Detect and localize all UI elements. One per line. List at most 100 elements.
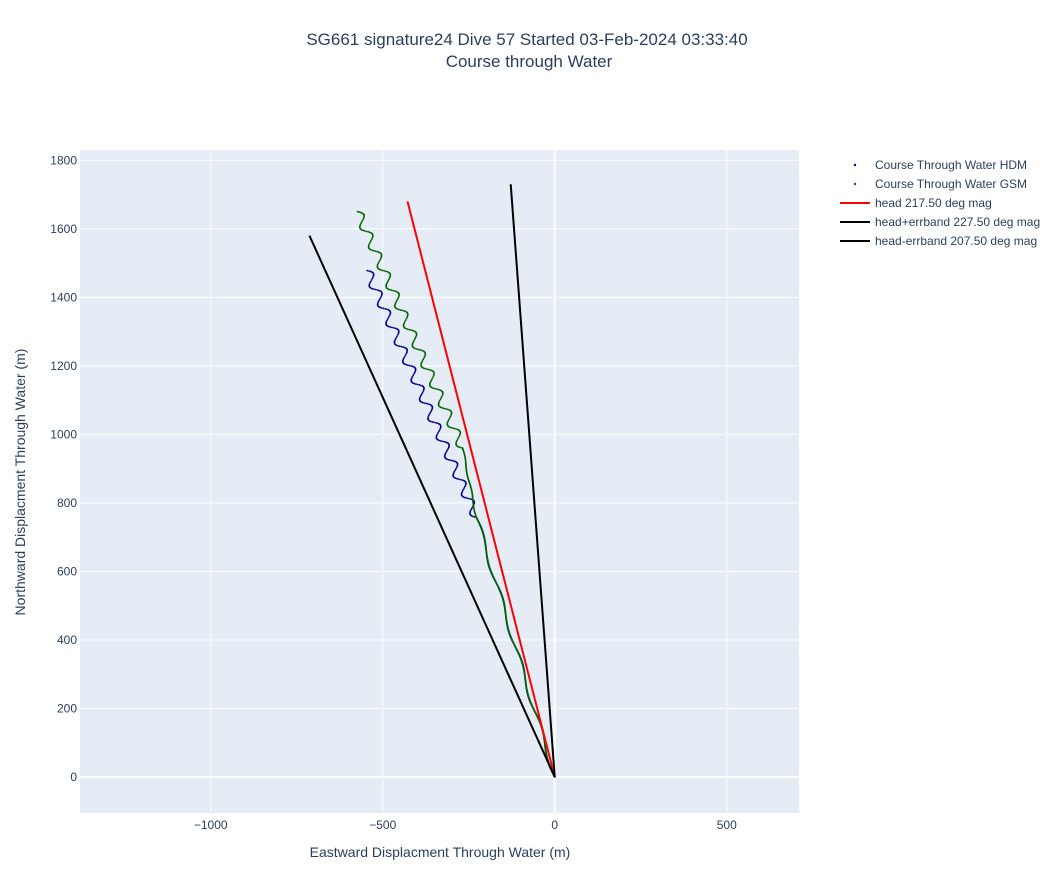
data-point: [383, 269, 386, 272]
series-layer: [308, 184, 556, 778]
legend-item[interactable]: Course Through Water GSM: [853, 177, 1027, 191]
data-point: [452, 427, 455, 430]
data-point: [427, 416, 430, 418]
data-point: [417, 348, 420, 351]
data-point: [447, 458, 450, 461]
data-point: [439, 439, 442, 442]
data-point: [460, 446, 462, 449]
data-point: [455, 477, 458, 480]
data-point: [427, 414, 430, 417]
plot-area[interactable]: [80, 150, 799, 813]
data-point: [384, 270, 387, 273]
y-axis-label: Northward Displacment Through Water (m): [12, 349, 28, 616]
x-tick-label: −500: [369, 818, 396, 832]
data-point: [396, 335, 398, 338]
legend-item[interactable]: head+errband 227.50 deg mag: [840, 215, 1040, 229]
legend-swatch: [853, 182, 857, 186]
data-point: [416, 383, 419, 386]
data-point: [423, 355, 426, 358]
y-tick-label: 400: [57, 633, 77, 647]
data-point: [358, 211, 361, 213]
data-point: [379, 258, 382, 260]
x-tick-label: −1000: [194, 818, 228, 832]
data-point: [445, 450, 448, 453]
data-point: [406, 328, 409, 331]
data-point: [433, 387, 436, 390]
data-point: [385, 283, 388, 286]
data-point: [410, 377, 413, 380]
data-point: [385, 282, 388, 285]
data-point: [421, 349, 424, 352]
data-point: [447, 447, 450, 450]
data-point: [462, 488, 465, 491]
data-point: [448, 409, 451, 411]
data-point: [430, 380, 432, 382]
data-point: [455, 440, 458, 443]
data-point: [430, 410, 433, 413]
data-point: [426, 402, 429, 405]
data-point: [420, 361, 423, 364]
data-point: [379, 296, 382, 299]
data-point: [444, 441, 447, 443]
legend-label: head-errband 207.50 deg mag: [875, 234, 1037, 248]
data-point: [456, 439, 458, 442]
data-point: [454, 468, 457, 470]
series-3: [406, 201, 556, 778]
data-point: [462, 479, 465, 482]
data-point: [445, 408, 448, 410]
data-point: [382, 307, 385, 310]
data-point: [378, 259, 381, 262]
data-point: [447, 408, 449, 411]
data-point: [363, 230, 366, 232]
data-point: [464, 485, 467, 488]
data-point: [470, 498, 473, 501]
data-point: [468, 497, 471, 500]
data-point: [376, 302, 379, 304]
data-point: [449, 416, 451, 419]
data-point: [459, 478, 461, 481]
data-point: [451, 427, 453, 429]
legend-item[interactable]: head-errband 207.50 deg mag: [840, 234, 1037, 248]
data-point: [454, 460, 456, 463]
data-point: [374, 250, 377, 253]
data-point: [430, 369, 433, 372]
data-point: [372, 249, 375, 252]
data-point: [437, 422, 440, 425]
data-point: [412, 340, 415, 343]
data-point: [420, 394, 422, 397]
data-point: [387, 279, 390, 282]
data-point: [378, 261, 380, 263]
data-point: [411, 329, 414, 332]
data-point: [372, 288, 375, 291]
legend-item[interactable]: Course Through Water HDM: [853, 158, 1027, 172]
data-point: [402, 358, 405, 361]
data-point: [423, 402, 426, 404]
data-point: [445, 441, 448, 444]
data-point: [437, 430, 440, 433]
data-point: [405, 352, 408, 355]
legend-item[interactable]: head 217.50 deg mag: [840, 196, 992, 210]
data-point: [467, 497, 470, 500]
data-point: [385, 308, 388, 311]
data-point: [473, 516, 476, 518]
x-tick-label: 500: [717, 818, 737, 832]
data-point: [454, 469, 456, 472]
data-point: [380, 269, 382, 271]
data-point: [388, 277, 391, 280]
data-point: [438, 399, 441, 402]
data-point: [443, 407, 446, 410]
data-point: [359, 211, 362, 214]
data-point: [470, 508, 473, 511]
series-line: [509, 184, 556, 778]
data-point: [456, 438, 459, 440]
data-point: [386, 280, 389, 283]
data-point: [369, 282, 371, 284]
data-point: [390, 289, 393, 292]
legend: Course Through Water HDM Course Through W…: [840, 158, 1040, 248]
data-point: [438, 401, 440, 404]
data-point: [387, 316, 390, 319]
data-point: [387, 308, 390, 311]
x-axis-label: Eastward Displacment Through Water (m): [310, 844, 571, 860]
data-point: [392, 289, 395, 292]
data-point: [379, 297, 381, 300]
